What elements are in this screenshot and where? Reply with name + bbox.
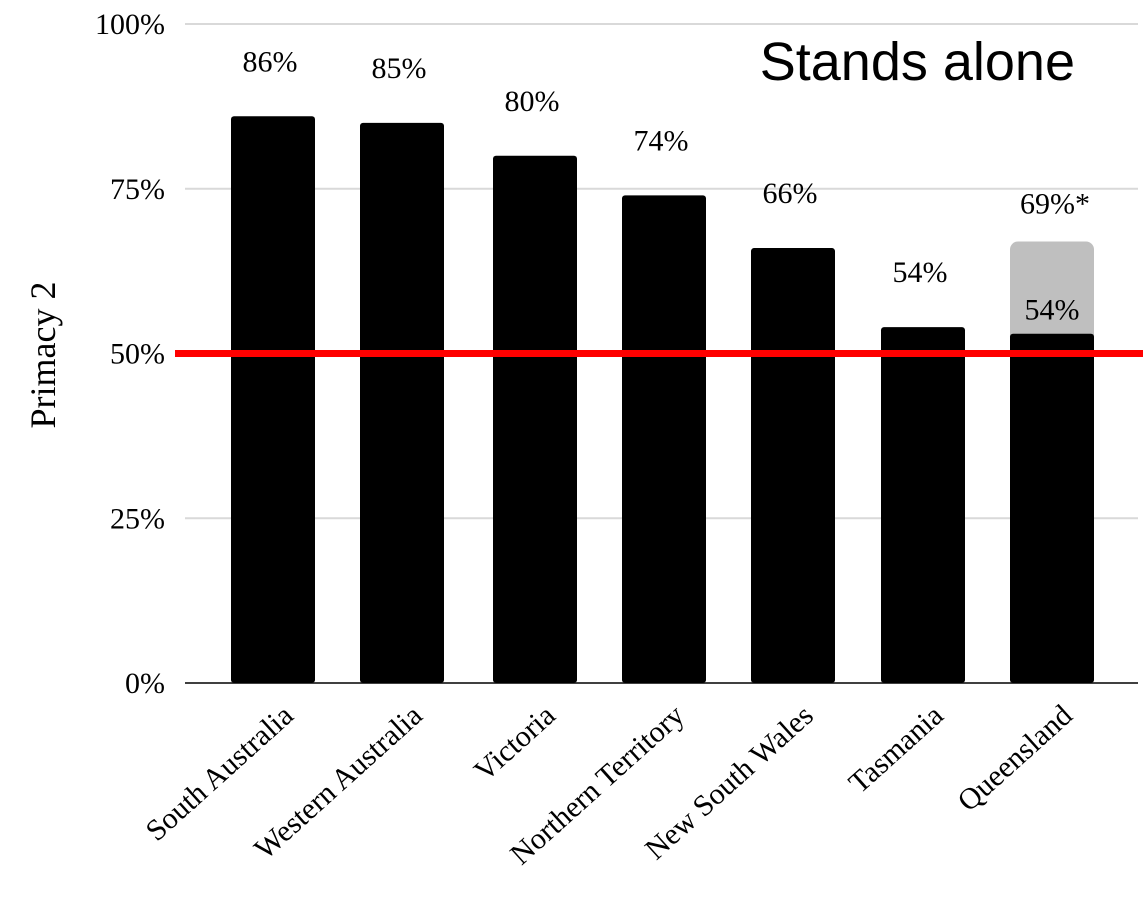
data-labels: 86% 85% 80% 74% 66% 54% 69%* 54% bbox=[243, 45, 1091, 326]
bar bbox=[1010, 333, 1094, 683]
data-label: 86% bbox=[243, 45, 298, 78]
bar bbox=[493, 155, 577, 684]
bar bbox=[751, 248, 835, 683]
category-label: Queensland bbox=[951, 699, 1078, 818]
bar bbox=[231, 116, 315, 683]
data-label: 85% bbox=[372, 52, 427, 85]
bar bbox=[622, 195, 706, 683]
bar bbox=[360, 122, 444, 684]
y-tick-label: 75% bbox=[110, 173, 165, 206]
data-label: 80% bbox=[505, 85, 560, 118]
category-label: Victoria bbox=[468, 699, 562, 788]
y-tick-label: 25% bbox=[110, 502, 165, 535]
y-tick-label: 0% bbox=[125, 667, 165, 700]
bar bbox=[881, 327, 965, 683]
y-axis-label: Primacy 2 bbox=[23, 282, 63, 429]
y-tick-label: 50% bbox=[110, 338, 165, 371]
y-axis-ticks: 0% 25% 50% 75% 100% bbox=[95, 8, 165, 700]
data-label: 54% bbox=[893, 256, 948, 289]
y-tick-label: 100% bbox=[95, 8, 165, 41]
data-label-secondary: 69%* bbox=[1020, 187, 1090, 220]
data-label: 74% bbox=[634, 124, 689, 157]
bars-primary bbox=[231, 116, 1094, 684]
category-label: Tasmania bbox=[842, 699, 949, 800]
data-label: 66% bbox=[763, 177, 818, 210]
chart-annotation: Stands alone bbox=[760, 32, 1075, 92]
data-label: 54% bbox=[1025, 294, 1080, 327]
